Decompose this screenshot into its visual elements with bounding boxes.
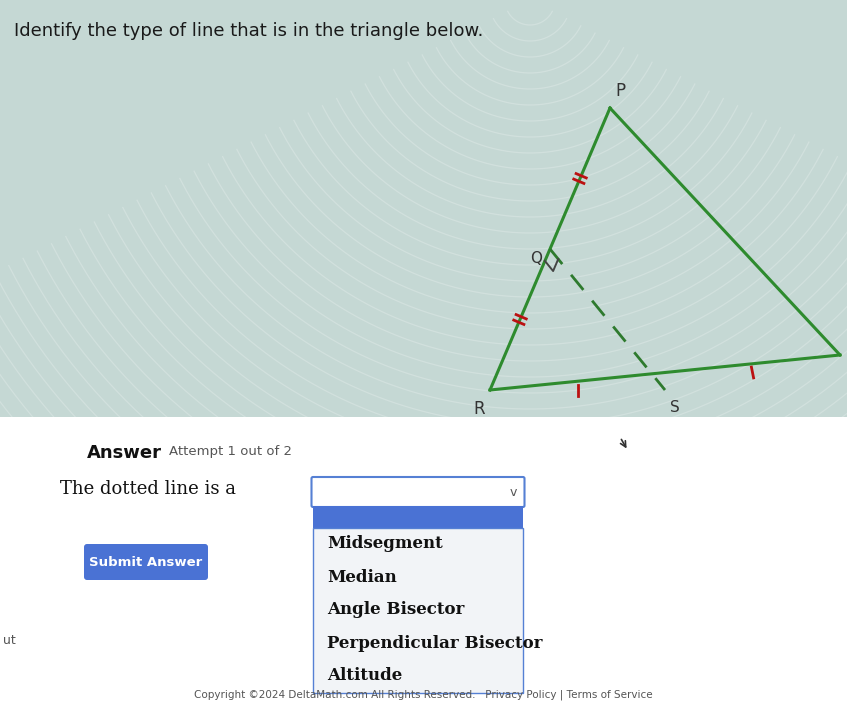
- Bar: [313, 527, 523, 692]
- Bar: [313, 506, 523, 527]
- FancyBboxPatch shape: [84, 544, 208, 580]
- Text: S: S: [670, 400, 680, 415]
- Text: R: R: [473, 400, 485, 418]
- Text: Angle Bisector: Angle Bisector: [327, 602, 464, 619]
- Text: Identify the type of line that is in the triangle below.: Identify the type of line that is in the…: [14, 22, 484, 40]
- Bar: [0, 417, 847, 707]
- Text: Attempt 1 out of 2: Attempt 1 out of 2: [169, 445, 292, 458]
- FancyBboxPatch shape: [312, 477, 524, 507]
- Text: Midsegment: Midsegment: [327, 535, 443, 552]
- Text: Answer: Answer: [87, 444, 162, 462]
- Text: P: P: [615, 82, 625, 100]
- Text: ut: ut: [3, 633, 16, 646]
- Text: Q: Q: [530, 251, 542, 266]
- Text: Altitude: Altitude: [327, 667, 402, 684]
- Text: Perpendicular Bisector: Perpendicular Bisector: [327, 634, 542, 651]
- Text: Copyright ©2024 DeltaMath.com All Rights Reserved.   Privacy Policy | Terms of S: Copyright ©2024 DeltaMath.com All Rights…: [194, 689, 652, 700]
- Text: Submit Answer: Submit Answer: [90, 556, 202, 568]
- Text: v: v: [509, 486, 517, 498]
- Text: The dotted line is a: The dotted line is a: [60, 480, 236, 498]
- Text: Median: Median: [327, 568, 396, 585]
